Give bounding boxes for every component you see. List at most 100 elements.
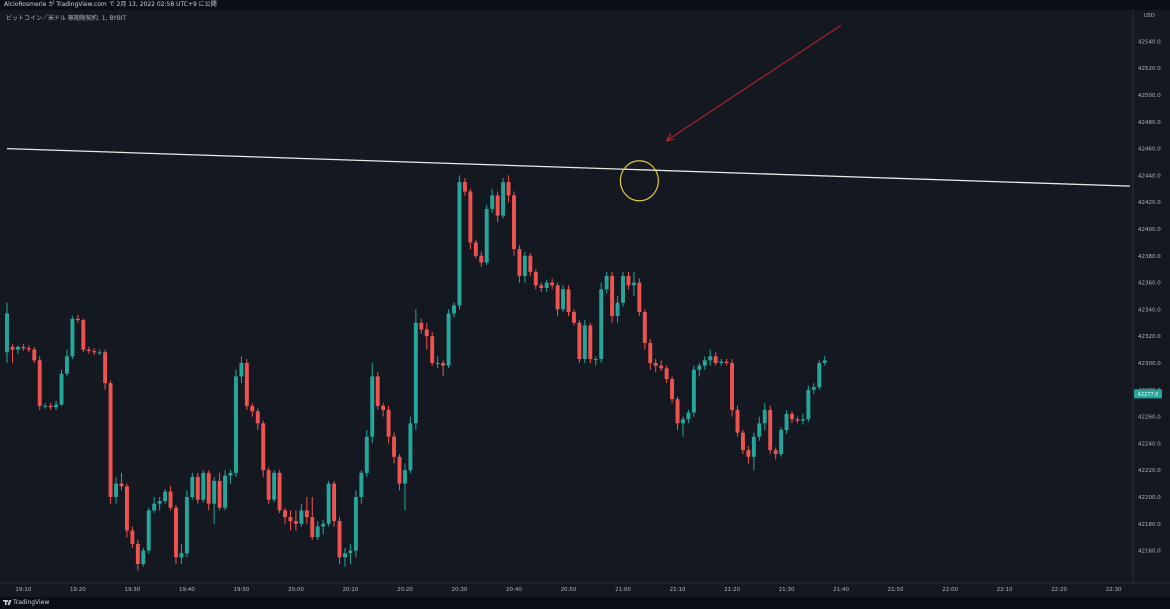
x-tick-label: 20:20: [397, 587, 413, 593]
candle: [386, 405, 391, 444]
candle-body: [588, 325, 593, 359]
candle: [528, 253, 533, 276]
candle: [773, 447, 778, 460]
candle-body: [392, 436, 397, 457]
candle: [468, 188, 473, 250]
candle-body: [163, 491, 168, 502]
candle: [522, 251, 527, 283]
y-tick-label: 42500.0: [1138, 93, 1161, 99]
y-tick-label: 42160.0: [1138, 549, 1161, 555]
candle-body: [773, 450, 778, 455]
candle-body: [135, 543, 140, 564]
x-tick-label: 22:20: [1051, 587, 1067, 593]
arrow-line: [666, 24, 842, 141]
candle: [353, 490, 358, 558]
candle-body: [48, 405, 53, 408]
candle: [119, 472, 124, 491]
candle-body: [408, 423, 413, 471]
candle: [321, 519, 326, 535]
candle-body: [495, 195, 500, 216]
candle-body: [397, 456, 402, 484]
candle-body: [740, 432, 745, 451]
candle-body: [277, 472, 282, 511]
candle-body: [615, 302, 620, 317]
x-tick-label: 20:00: [288, 587, 304, 593]
candle: [135, 539, 140, 571]
candle-body: [670, 379, 675, 400]
candle: [719, 358, 724, 366]
candle-body: [65, 356, 69, 374]
candle: [501, 178, 506, 219]
candle: [261, 420, 266, 477]
candle: [653, 358, 658, 373]
candle-body: [381, 405, 386, 410]
candle: [244, 358, 249, 410]
x-tick-label: 22:10: [997, 587, 1013, 593]
candle: [337, 517, 342, 564]
candle-body: [190, 476, 195, 497]
candle-body: [626, 275, 631, 286]
candle: [637, 278, 642, 317]
price-axis[interactable]: 42540.0 42520.0 42500.0 42480.0 42460.0 42440…: [1138, 39, 1161, 554]
candle-body: [561, 289, 566, 310]
candle: [43, 403, 48, 409]
candle-body: [283, 510, 287, 518]
trendline: [6, 147, 1131, 187]
candle: [441, 360, 446, 377]
x-tick-label: 20:10: [343, 587, 359, 593]
candle-body: [790, 413, 794, 420]
candle-body: [293, 521, 298, 524]
x-tick-label: 21:30: [779, 587, 795, 593]
candle-body: [299, 510, 304, 524]
candle-body: [452, 305, 456, 314]
candle-body: [528, 255, 533, 272]
candle: [255, 408, 260, 430]
y-tick-label: 42380.0: [1138, 254, 1161, 260]
y-tick-label: 42320.0: [1138, 334, 1161, 340]
candle-body: [462, 182, 467, 192]
candle-body: [691, 369, 696, 413]
y-tick-label: 42260.0: [1138, 415, 1161, 421]
candle: [315, 521, 320, 540]
time-axis[interactable]: 19:10 19:20 19:30 19:40 19:50 20:00 20:10 20:20…: [15, 587, 1122, 593]
candles-group: [5, 175, 827, 571]
candle: [675, 396, 680, 430]
x-tick-label: 19:30: [124, 587, 140, 593]
candle: [615, 296, 620, 323]
candle: [599, 282, 604, 363]
candle-body: [119, 483, 124, 487]
candle: [228, 470, 233, 484]
candle-body: [522, 255, 527, 276]
candle-body: [817, 363, 822, 388]
candle: [795, 416, 800, 424]
candle: [348, 543, 353, 564]
candle: [822, 356, 827, 366]
candle: [217, 472, 222, 511]
candle: [517, 245, 522, 283]
candle-body: [244, 363, 249, 406]
candle-body: [533, 271, 538, 286]
candle-body: [223, 475, 228, 508]
candle: [392, 432, 397, 464]
candle: [293, 510, 298, 531]
candle: [713, 352, 718, 366]
last-price-label: 42277.0: [1138, 392, 1159, 398]
candle-body: [795, 419, 800, 421]
candle: [621, 271, 625, 307]
candle: [97, 349, 102, 355]
y-tick-label: 42420.0: [1138, 200, 1161, 206]
candle: [462, 178, 467, 196]
candle-body: [473, 242, 478, 256]
candle-body: [811, 387, 816, 390]
arrow-head: [665, 133, 675, 142]
candle-body: [746, 450, 751, 457]
candle: [201, 470, 206, 503]
candle: [174, 505, 178, 564]
x-tick-label: 20:50: [561, 587, 577, 593]
candle: [266, 467, 271, 504]
candle: [304, 497, 309, 524]
candle: [299, 503, 304, 527]
candle: [141, 547, 146, 567]
candle-body: [468, 191, 473, 243]
